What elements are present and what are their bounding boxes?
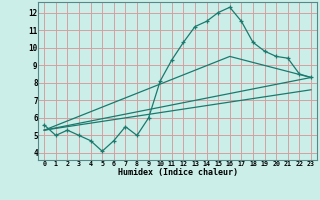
X-axis label: Humidex (Indice chaleur): Humidex (Indice chaleur)	[118, 168, 238, 177]
